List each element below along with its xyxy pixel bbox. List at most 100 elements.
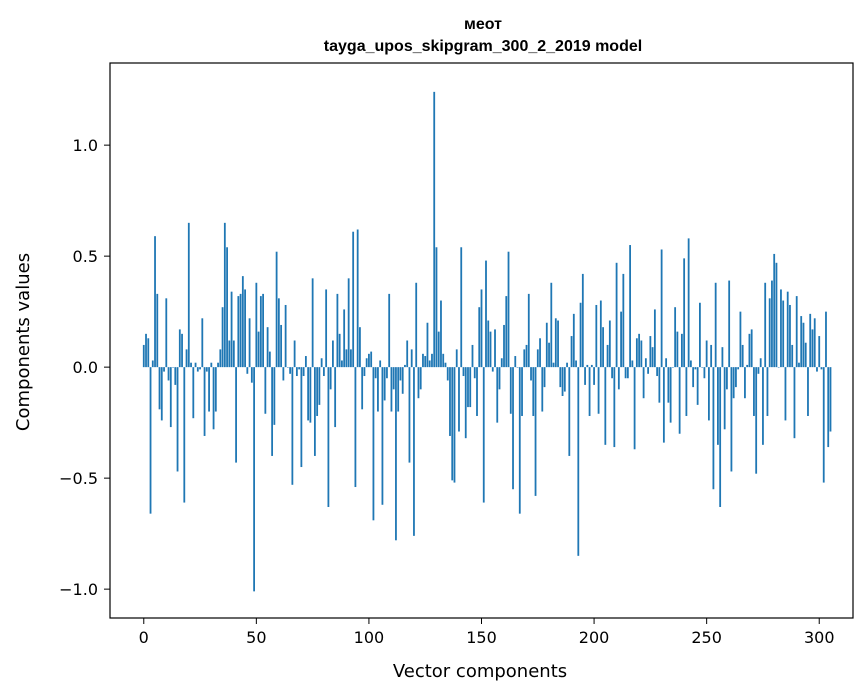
bar-261 <box>730 367 733 472</box>
bar-78 <box>318 367 321 405</box>
bar-290 <box>795 296 798 368</box>
bar-146 <box>471 344 474 368</box>
bar-175 <box>536 349 539 368</box>
bar-189 <box>568 367 571 456</box>
bar-228 <box>656 367 659 377</box>
bar-63 <box>284 304 287 368</box>
bar-171 <box>527 293 530 368</box>
bar-112 <box>395 367 397 541</box>
bar-225 <box>649 336 652 368</box>
bar-282 <box>777 367 780 368</box>
bar-163 <box>509 367 512 414</box>
bar-263 <box>735 367 737 388</box>
bar-267 <box>744 367 746 399</box>
bar-52 <box>259 296 262 368</box>
bar-260 <box>728 280 731 368</box>
bar-191 <box>572 313 575 368</box>
bar-195 <box>581 273 584 368</box>
bar-197 <box>586 364 589 368</box>
bar-123 <box>419 367 422 390</box>
bar-275 <box>762 367 764 445</box>
bar-229 <box>658 367 661 403</box>
bar-204 <box>602 327 604 368</box>
bar-130 <box>435 247 438 368</box>
bar-22 <box>192 367 195 419</box>
bar-43 <box>239 293 242 368</box>
bar-152 <box>485 260 487 368</box>
bar-15 <box>176 367 179 472</box>
bar-208 <box>611 367 613 379</box>
bar-65 <box>289 367 292 374</box>
bar-106 <box>381 367 384 505</box>
bar-83 <box>329 367 332 390</box>
bar-47 <box>248 318 251 368</box>
bar-162 <box>507 251 510 368</box>
y-tick-label: 0.0 <box>73 358 98 377</box>
bar-251 <box>708 367 710 421</box>
bar-238 <box>678 367 681 434</box>
bar-95 <box>356 229 359 368</box>
bar-80 <box>322 367 325 377</box>
bar-105 <box>379 360 382 368</box>
bar-148 <box>476 367 478 416</box>
bar-158 <box>498 367 501 390</box>
bar-169 <box>523 349 526 368</box>
bar-126 <box>426 322 429 368</box>
bar-71 <box>302 367 305 377</box>
bar-17 <box>181 333 183 368</box>
bar-50 <box>255 282 258 368</box>
bar-42 <box>237 296 240 368</box>
bar-38 <box>228 340 231 368</box>
bar-220 <box>638 333 641 368</box>
bar-116 <box>404 364 406 368</box>
bar-157 <box>496 367 499 423</box>
x-tick-label: 200 <box>579 628 610 647</box>
bar-99 <box>365 358 368 368</box>
bar-198 <box>588 367 591 416</box>
bar-60 <box>277 298 280 368</box>
bar-291 <box>798 362 800 368</box>
bar-6 <box>156 293 159 368</box>
bar-179 <box>545 322 548 368</box>
bar-167 <box>518 367 521 514</box>
bar-76 <box>313 367 316 456</box>
bar-67 <box>293 340 296 368</box>
bar-36 <box>223 222 226 368</box>
bar-245 <box>694 367 697 370</box>
bar-5 <box>154 236 156 368</box>
bar-257 <box>721 347 724 368</box>
bar-66 <box>291 367 294 485</box>
bar-4 <box>151 360 154 368</box>
bar-41 <box>235 367 237 463</box>
bar-164 <box>512 367 514 490</box>
bar-296 <box>809 313 812 368</box>
bar-21 <box>190 362 192 368</box>
bar-159 <box>500 358 503 368</box>
bar-74 <box>309 367 312 423</box>
bars-group <box>142 91 832 592</box>
bar-82 <box>327 367 330 507</box>
bar-236 <box>674 307 677 368</box>
bar-231 <box>662 367 665 443</box>
bar-103 <box>374 367 377 379</box>
bar-293 <box>802 322 805 368</box>
bar-9 <box>163 367 165 372</box>
bar-205 <box>604 367 607 445</box>
bar-194 <box>579 302 582 368</box>
bar-64 <box>286 367 289 368</box>
bar-119 <box>410 349 413 368</box>
bar-203 <box>599 300 602 368</box>
bar-129 <box>433 91 436 368</box>
bar-28 <box>205 367 208 372</box>
bar-259 <box>726 367 728 390</box>
bar-138 <box>453 367 456 483</box>
bar-252 <box>710 344 713 368</box>
bar-131 <box>437 331 440 368</box>
bar-134 <box>444 362 447 368</box>
bar-46 <box>246 367 249 374</box>
bar-295 <box>807 367 809 416</box>
bar-25 <box>199 367 201 370</box>
bar-271 <box>753 367 755 416</box>
bar-266 <box>741 344 744 368</box>
